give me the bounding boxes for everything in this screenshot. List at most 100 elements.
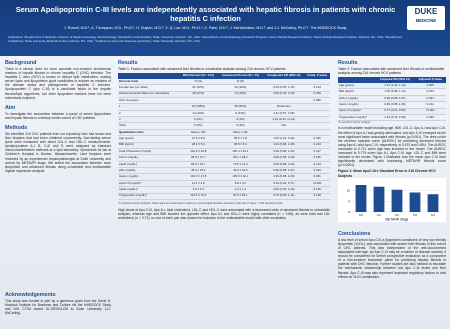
header-cell: Adjusted OR (95% CI) (375, 77, 415, 83)
table-cell: 0.017 (304, 148, 330, 156)
table-cell: 47.5 ± 8.9 (179, 135, 218, 143)
table-cell: 0.213 (304, 142, 330, 149)
table-cell (304, 110, 330, 118)
table-cell: 2 (118, 110, 180, 118)
table-cell: 0.154 (414, 88, 446, 96)
table-cell: 95.9 ± 27.7 (179, 154, 218, 162)
bar (355, 184, 367, 212)
table-cell: 0.123 (304, 161, 330, 169)
table-cell: Mean ± SD (217, 129, 264, 137)
table-row: BMI (kg/m²) 28.4 ± 5.3 29.5 ± 6.4 1.03 (0.9… (118, 142, 330, 149)
bar (427, 194, 439, 212)
table-cell (304, 78, 330, 86)
table-cell: 0.64 (0.35, 1.16) (263, 84, 305, 92)
table-row: Discrete traits N (%) N (%) (118, 78, 330, 86)
table-cell (304, 103, 330, 111)
figure: 0 5 10 F0 F1 F2 F3 F4 METAVIR Stage (338, 177, 446, 222)
table-cell: 4.0 ± 1.3 (217, 186, 264, 194)
table-cell: 50.5 ± 7.8 (217, 135, 264, 143)
table-2: Adjusted OR (95% CI) Adjusted P-value Age … (338, 77, 446, 122)
table-cell: 0.99 (0.98, 1.00) (263, 161, 305, 169)
table-cell: 0.510 (304, 167, 330, 175)
table-cell: 11.4 ± 4.9 (179, 180, 218, 188)
table-cell: Female Sex (vs. Male) (118, 84, 180, 92)
table-cell: 143.9 ± 27.8 (179, 173, 218, 181)
table-cell: ApoC-III (mg/dL)* (338, 108, 376, 115)
table-cell: 45.4 ± 15.6 (179, 167, 218, 175)
table-cell: HDL (mg/dL) (118, 167, 180, 175)
table-row: 2 14 (10%) 9 (13%) 1.41 (0.57, 3.45) (118, 110, 330, 118)
table-cell: Total Cholesterol (mg/dL) (118, 148, 180, 156)
table-cell: ApoB (mg/dL) (118, 161, 180, 169)
table-cell (304, 116, 330, 124)
table-cell: HCV Genotype (118, 97, 180, 105)
table-row: 1 127 (88%) 58 (81%) Reference (118, 103, 330, 111)
table-cell: 0.005 (414, 83, 446, 90)
table-cell: 0.99 (0.98, 1.01) (375, 95, 415, 103)
table-cell (304, 129, 330, 137)
table-cell: Triglycerides (mg/dL)* (338, 114, 376, 122)
section-heading: Results (338, 60, 358, 66)
title: Serum Apolipoprotein C-III levels are in… (15, 5, 396, 23)
table-cell: 0.329 (414, 114, 446, 122)
acknowledgements: Acknowledgements This study was funded i… (5, 292, 111, 315)
table-cell: 0 (0%) (179, 122, 218, 130)
table-cell: 0.99 (0.98, 1.00) (263, 154, 305, 162)
header-cell: Adjusted P-value (414, 77, 446, 83)
header-cell: Unadjusted OR (95% CI) (263, 73, 305, 79)
table-cell: 1.07 (1.02, 1.12) (375, 83, 415, 90)
table-cell: BMI (kg/m²) (338, 88, 376, 96)
figure-caption: Figure 1: Mean ApoC-III ± Standard Error… (338, 169, 436, 178)
paragraph: High levels of Apo C-III, Apo A-I, total… (118, 208, 330, 221)
table-cell: 75.6 ± 21.4 (217, 161, 264, 169)
table-cell: 0.99 (0.98, 1.00) (375, 101, 415, 109)
table-cell: 1 (118, 103, 180, 111)
table-cell: African American Race (vs. Caucasian) (118, 91, 180, 98)
table-cell: <0.001 (414, 108, 446, 115)
header-cell (338, 77, 376, 83)
table-row: ApoE (mg/dL)* 4.6 ± 1.5 4.0 ± 1.3 0.60 (0.3… (118, 186, 330, 194)
table-cell: ApoE (mg/dL)* (118, 186, 180, 194)
paragraph: To investigate the association between a… (5, 111, 111, 120)
table-cell: Other (118, 122, 180, 130)
table-cell: 3 (2%) (179, 116, 218, 124)
table-cell: 0.75 (0.50, 1.11) (263, 193, 305, 200)
table-caption: Table 1: Factors associated with advance… (118, 67, 286, 71)
logo-text: DUKE (414, 7, 438, 16)
table-cell: 150.4 ± 32.1 (217, 148, 264, 156)
table-cell: 0.66 (0.33, 1.30) (263, 91, 305, 98)
table-row: HCV Genotype 0.286 (118, 97, 330, 105)
table-row: ApoB (mg/dL) 80.6 ± 22.7 75.6 ± 21.4 0.99 (… (118, 161, 330, 169)
bar (373, 186, 385, 212)
table-cell: 3 (118, 116, 180, 124)
table-cell: 127 (88%) (179, 103, 218, 111)
section-heading: Methods (5, 124, 28, 131)
table-row: Triglycerides (mg/dL)* 1.32 (0.76, 2.30) 0… (338, 114, 446, 122)
table-cell: 0.229 (304, 91, 330, 98)
table-cell: 1.03 (0.98, 1.09) (263, 142, 305, 149)
x-tick-label: F2 (395, 213, 399, 217)
header-band: Serum Apolipoprotein C-III levels are in… (0, 0, 450, 56)
table-row: ApoC-III (mg/dL)* 11.4 ± 4.9 8.8 ± 3.2 0.43… (118, 180, 330, 188)
table-cell: 23 (32%) (217, 84, 264, 92)
bar (391, 189, 403, 212)
table-cell: 2 (3%) (217, 122, 264, 130)
paragraph: In a multivariable model including age, … (338, 126, 446, 168)
table-cell: 0.99 (0.98, 1.00) (263, 173, 305, 181)
table-cell: 112.5 ± 70.5 (179, 193, 218, 200)
table-cell: 135.9 ± 30.1 (217, 173, 264, 181)
table-cell: 0.144 (304, 84, 330, 92)
table-cell: 0.43 (0.26, 0.71) (263, 180, 305, 188)
logo-subtext: MEDICINE (415, 18, 437, 23)
table-cell: LDL-C (mg/dL) (118, 154, 180, 162)
table-cell: 1.41 (0.57, 3.45) (263, 110, 305, 118)
table-cell: 2.19 (0.43, 11.16) (263, 116, 305, 124)
table-cell (263, 97, 305, 105)
table-row: ApoC-III (mg/dL)* 0.37 (0.21, 0.66) <0.001 (338, 108, 446, 115)
table-row: Triglycerides (mg/dL)* 112.5 ± 70.5 97.3 ±… (118, 193, 330, 200)
header-row: Mild Fibrosis (N = 144) Advanced Fibrosis… (118, 73, 330, 79)
table-cell: LDL-C (mg/dL) (338, 95, 376, 103)
table-row: BMI (kg/m²) 1.05 (0.98, 1.13) 0.154 (338, 88, 446, 96)
table-cell (263, 78, 305, 86)
